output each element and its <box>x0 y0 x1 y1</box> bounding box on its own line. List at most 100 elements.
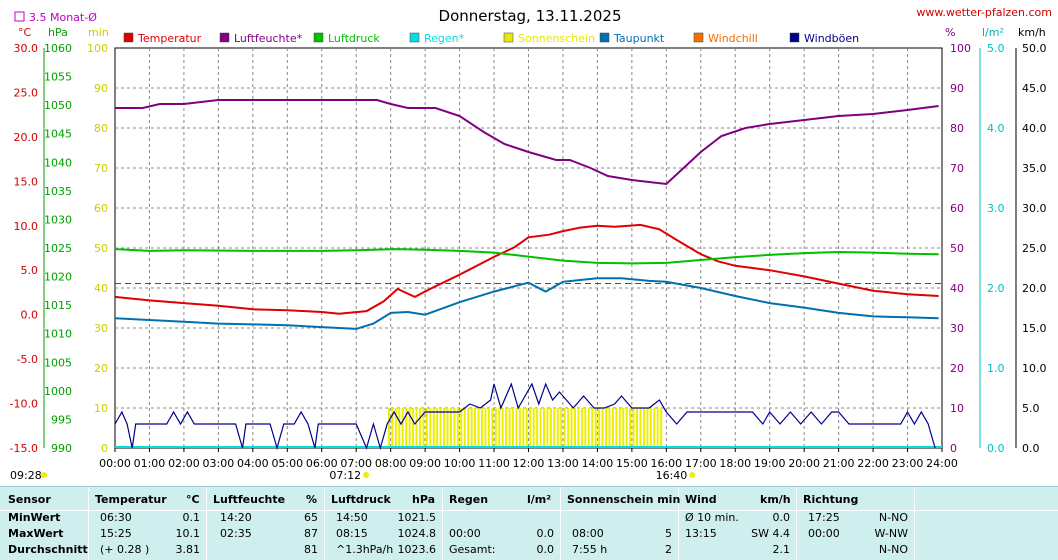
x-tick-label: 09:00 <box>409 457 441 470</box>
legend-label-3: Regen* <box>424 32 465 45</box>
hdr-temp-unit: °C <box>186 493 200 506</box>
summary-row-1-rain_t: 00:00 <box>449 527 481 540</box>
legend-label-6: Windchill <box>708 32 758 45</box>
hdr-press-unit: hPa <box>412 493 436 506</box>
humidity-axis-tick: 80 <box>950 122 964 135</box>
wind-axis-tick: 30.0 <box>1022 202 1047 215</box>
summary-row-1-temp_v: 10.1 <box>175 527 201 540</box>
summary-row-2-press_v: 1023.6 <box>397 543 437 556</box>
x-tick-label: 14:00 <box>582 457 614 470</box>
x-tick-label: 16:00 <box>650 457 682 470</box>
pressure-axis-tick: 1005 <box>44 356 72 369</box>
legend-label-0: Temperatur <box>137 32 202 45</box>
wind-axis-tick: 40.0 <box>1022 122 1047 135</box>
summary-row-0-dir_v: N-NO <box>878 511 908 524</box>
pressure-axis-tick: 1000 <box>44 385 72 398</box>
x-tick-label: 13:00 <box>547 457 579 470</box>
pressure-axis-tick: 990 <box>51 442 72 455</box>
summary-table: Sensor Temperatur °C Luftfeuchte % Luftd… <box>0 486 1058 560</box>
wind-axis-tick: 50.0 <box>1022 42 1047 55</box>
humidity-axis-tick: 70 <box>950 162 964 175</box>
series-line-3 <box>114 277 939 330</box>
summary-row-1-dir_t: 00:00 <box>808 527 840 540</box>
summary-row-0-wind_t: Ø 10 min. <box>685 511 739 524</box>
x-tick-label: 24:00 <box>926 457 958 470</box>
temp-axis-tick: 15.0 <box>14 175 39 188</box>
wind-axis-tick: 10.0 <box>1022 362 1047 375</box>
temp-axis-tick: 30.0 <box>14 42 39 55</box>
humidity-axis-tick: 0 <box>950 442 957 455</box>
x-tick-label: 11:00 <box>478 457 510 470</box>
legend-swatch-0 <box>123 32 134 43</box>
summary-row-0-press_t: 14:50 <box>336 511 368 524</box>
wind-axis-tick: 20.0 <box>1022 282 1047 295</box>
hdr-rain: Regen <box>449 493 489 506</box>
temp-axis-unit: °C <box>18 26 32 39</box>
pressure-axis-tick: 1015 <box>44 299 72 312</box>
hdr-wind: Wind <box>685 493 717 506</box>
series-line-1 <box>115 99 939 186</box>
humidity-axis-tick: 10 <box>950 402 964 415</box>
legend-label-1: Luftfeuchte* <box>234 32 303 45</box>
pressure-axis-tick: 1050 <box>44 99 72 112</box>
humidity-axis-tick: 20 <box>950 362 964 375</box>
summary-row-1-temp_t: 15:25 <box>100 527 132 540</box>
temp-axis-tick: 5.0 <box>21 264 39 277</box>
x-tick-label: 07:00 <box>340 457 372 470</box>
x-tick-label: 08:00 <box>375 457 407 470</box>
pressure-axis-unit: hPa <box>48 26 68 39</box>
summary-row-2-hum_v: 81 <box>304 543 318 556</box>
sunset-label: 16:40 <box>656 469 688 482</box>
series-line-4 <box>114 382 936 451</box>
current-time-icon <box>41 472 47 478</box>
hdr-sun: Sonnenschein min <box>567 493 681 506</box>
sunrise-label: 07:12 <box>329 469 361 482</box>
summary-row-1-wind_v: SW 4.4 <box>751 527 790 540</box>
summary-row-0-temp_v: 0.1 <box>182 511 201 524</box>
sun-axis-tick: 100 <box>87 42 108 55</box>
legend-swatch-2 <box>313 32 324 43</box>
summary-row-0-label: MinWert <box>8 511 61 524</box>
monthly-avg-swatch <box>14 11 25 22</box>
hdr-wind-unit: km/h <box>760 493 791 506</box>
humidity-axis-tick: 60 <box>950 202 964 215</box>
summary-row-0-hum_t: 14:20 <box>220 511 252 524</box>
hdr-temp: Temperatur <box>95 493 167 506</box>
sun-axis-tick: 80 <box>94 122 108 135</box>
rain-axis-tick: 2.0 <box>987 282 1005 295</box>
x-tick-label: 21:00 <box>823 457 855 470</box>
wind-axis-tick: 0.0 <box>1022 442 1040 455</box>
site-link[interactable]: www.wetter-pfalzen.com <box>916 6 1052 19</box>
summary-row-0-press_v: 1021.5 <box>397 511 437 524</box>
summary-row-0-temp_t: 06:30 <box>100 511 132 524</box>
summary-row-2-sun_v: 2 <box>665 543 672 556</box>
rain-axis-tick: 4.0 <box>987 122 1005 135</box>
wind-axis-tick: 15.0 <box>1022 322 1047 335</box>
x-tick-label: 06:00 <box>306 457 338 470</box>
pressure-axis-tick: 995 <box>51 413 72 426</box>
summary-row-2-label: Durchschnitt <box>8 543 88 556</box>
humidity-axis-tick: 100 <box>950 42 971 55</box>
sun-axis-tick: 10 <box>94 402 108 415</box>
summary-row-2-rain_t: Gesamt: <box>449 543 496 556</box>
hdr-dir: Richtung <box>803 493 859 506</box>
rain-axis-unit: l/m² <box>982 26 1004 39</box>
pressure-axis-tick: 1035 <box>44 185 72 198</box>
temp-axis-tick: -15.0 <box>10 442 38 455</box>
x-tick-label: 19:00 <box>754 457 786 470</box>
series-layer <box>114 99 942 451</box>
summary-row-1-press_v: 1024.8 <box>397 527 437 540</box>
temp-axis-tick: 20.0 <box>14 131 39 144</box>
humidity-axis-unit: % <box>945 26 955 39</box>
legend-label-4: Sonnenschein <box>518 32 595 45</box>
legend-swatch-6 <box>693 32 704 43</box>
axes: 30.0 25.0 20.0 15.0 10.0 5.0 0.0 -5.0 -10.0 -15.0… <box>10 42 1047 455</box>
hdr-press: Luftdruck <box>331 493 391 506</box>
summary-row-1-dir_v: W-NW <box>874 527 908 540</box>
summary-row-0-dir_t: 17:25 <box>808 511 840 524</box>
x-tick-label: 17:00 <box>685 457 717 470</box>
hdr-sensor: Sensor <box>8 493 51 506</box>
temp-axis-tick: 10.0 <box>14 220 39 233</box>
wind-axis-tick: 45.0 <box>1022 82 1047 95</box>
humidity-axis-tick: 30 <box>950 322 964 335</box>
